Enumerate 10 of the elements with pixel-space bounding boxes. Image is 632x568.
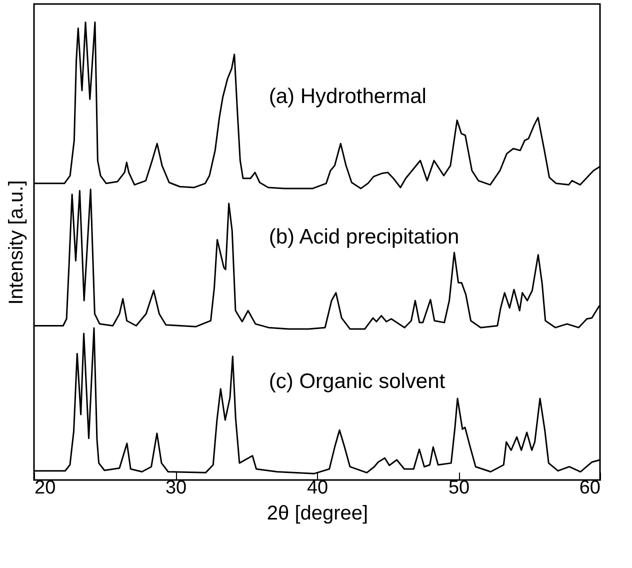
y-axis-title: Intensity [a.u.] [6, 180, 28, 305]
series-label: (c) Organic solvent [268, 370, 446, 394]
x-tick-label: 60 [579, 478, 600, 498]
x-tick-label: 40 [306, 478, 328, 498]
x-tick-label: 50 [448, 478, 470, 498]
series-label: (a) Hydrothermal [268, 84, 426, 108]
x-axis-title: 2θ [degree] [266, 502, 368, 524]
series-label: (b) Acid precipitation [268, 225, 460, 248]
x-tick-label: 20 [34, 478, 56, 498]
x-tick-label: 30 [165, 478, 187, 498]
